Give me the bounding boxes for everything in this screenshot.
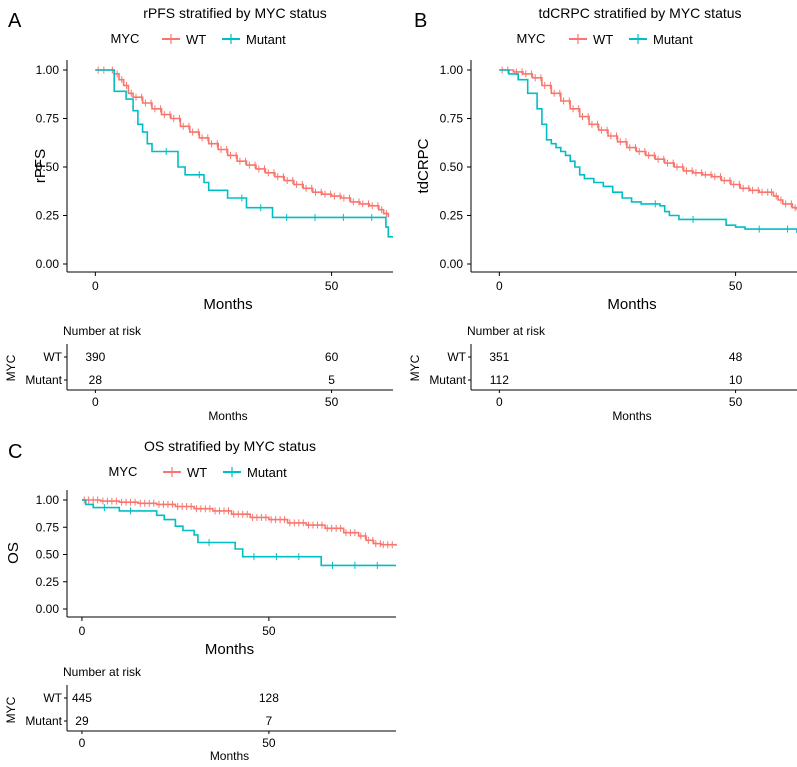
censor-marks-mutant [165,147,373,221]
legend: MYC WT Mutant [517,31,694,47]
risk-count: 390 [85,350,105,364]
panel-title: tdCRPC stratified by MYC status [538,5,741,21]
panel-label: B [414,10,427,32]
risk-count: 7 [266,714,273,728]
risk-row-label: WT [43,350,62,364]
y-tick-label: 0.50 [440,160,464,174]
y-tick-label: 0.75 [36,520,60,534]
risk-table-title: Number at risk [63,665,142,679]
legend-title: MYC [109,464,138,479]
x-axis-title: Months [205,641,254,658]
risk-count: 5 [328,373,335,387]
risk-count: 48 [729,350,743,364]
censor-marks-wt [83,496,393,549]
y-tick-label: 0.00 [440,257,464,271]
x-tick-label: 0 [496,279,503,293]
risk-x-tick-label: 0 [79,736,86,750]
y-tick-label: 0.75 [440,112,464,126]
km-curve-wt [82,499,397,546]
risk-strata-label: MYC [408,354,422,381]
risk-x-title: Months [612,409,651,423]
panel-label: C [8,441,22,463]
risk-count: 112 [490,373,509,387]
risk-count: 128 [259,691,279,705]
y-tick-label: 0.75 [36,112,60,126]
panel-title: OS stratified by MYC status [144,438,316,454]
risk-count: 10 [729,373,743,387]
risk-row-label: Mutant [25,714,62,728]
risk-strata-label: MYC [4,354,18,381]
risk-table-title: Number at risk [467,324,546,338]
y-tick-label: 0.00 [36,602,60,616]
censor-marks-mutant [103,504,378,569]
risk-count: 60 [325,350,339,364]
panel-c: C OS stratified by MYC status MYC WT Mutant 0… [4,438,397,763]
y-tick-label: 0.50 [36,160,60,174]
legend-label-mutant: Mutant [246,32,286,47]
legend-label-wt: WT [187,465,207,480]
censor-marks-wt [97,66,387,218]
km-curve-mutant [95,69,393,238]
risk-count: 28 [89,373,103,387]
risk-strata-label: MYC [4,696,18,723]
risk-x-title: Months [210,749,249,763]
y-tick-label: 0.00 [36,257,60,271]
km-curve-mutant [499,69,797,233]
y-tick-label: 1.00 [36,63,60,77]
x-axis-title: Months [203,296,252,313]
risk-table: Number at risk MYC WT 351 48 Mutant 112 10 0 50 Mo… [408,324,797,423]
risk-x-tick-label: 0 [92,395,99,409]
x-axis-title: Months [607,296,656,313]
legend-title: MYC [111,31,140,46]
x-tick-label: 50 [729,279,743,293]
risk-x-tick-label: 50 [729,395,743,409]
km-curve-wt [499,69,797,210]
risk-x-tick-label: 50 [325,395,339,409]
panel-label: A [8,10,22,32]
y-axis-title: tdCRPC [415,138,432,193]
x-tick-label: 50 [325,279,339,293]
censor-marks-mutant [654,200,789,233]
km-curve-wt [95,69,390,218]
risk-x-title: Months [208,409,247,423]
legend-title: MYC [517,31,546,46]
y-tick-label: 0.25 [36,209,60,223]
risk-row-label: Mutant [25,373,62,387]
risk-table: Number at risk MYC WT 445 128 Mutant 29 7 0 50 Mon… [4,665,396,763]
risk-count: 445 [72,691,92,705]
risk-row-label: Mutant [429,373,466,387]
y-axis-title: OS [5,542,22,564]
y-tick-label: 1.00 [440,63,464,77]
y-axis-title: rPFS [32,149,49,183]
legend: MYC WT Mutant [109,464,288,480]
y-tick-label: 0.25 [440,209,464,223]
y-tick-label: 1.00 [36,493,60,507]
x-tick-label: 50 [262,624,276,638]
risk-count: 29 [75,714,89,728]
risk-x-tick-label: 0 [496,395,503,409]
legend-label-mutant: Mutant [653,32,693,47]
censor-marks-wt [501,66,796,212]
km-curve-mutant [82,499,396,567]
risk-count: 351 [489,350,509,364]
legend-label-mutant: Mutant [247,465,287,480]
x-tick-label: 0 [79,624,86,638]
x-tick-label: 0 [92,279,99,293]
legend: MYC WT Mutant [111,31,287,47]
risk-table-title: Number at risk [63,324,142,338]
legend-label-wt: WT [186,32,206,47]
legend-label-wt: WT [593,32,613,47]
y-tick-label: 0.25 [36,575,60,589]
panel-title: rPFS stratified by MYC status [143,5,327,21]
risk-row-label: WT [447,350,466,364]
risk-x-tick-label: 50 [262,736,276,750]
y-tick-label: 0.50 [36,548,60,562]
risk-row-label: WT [43,691,62,705]
